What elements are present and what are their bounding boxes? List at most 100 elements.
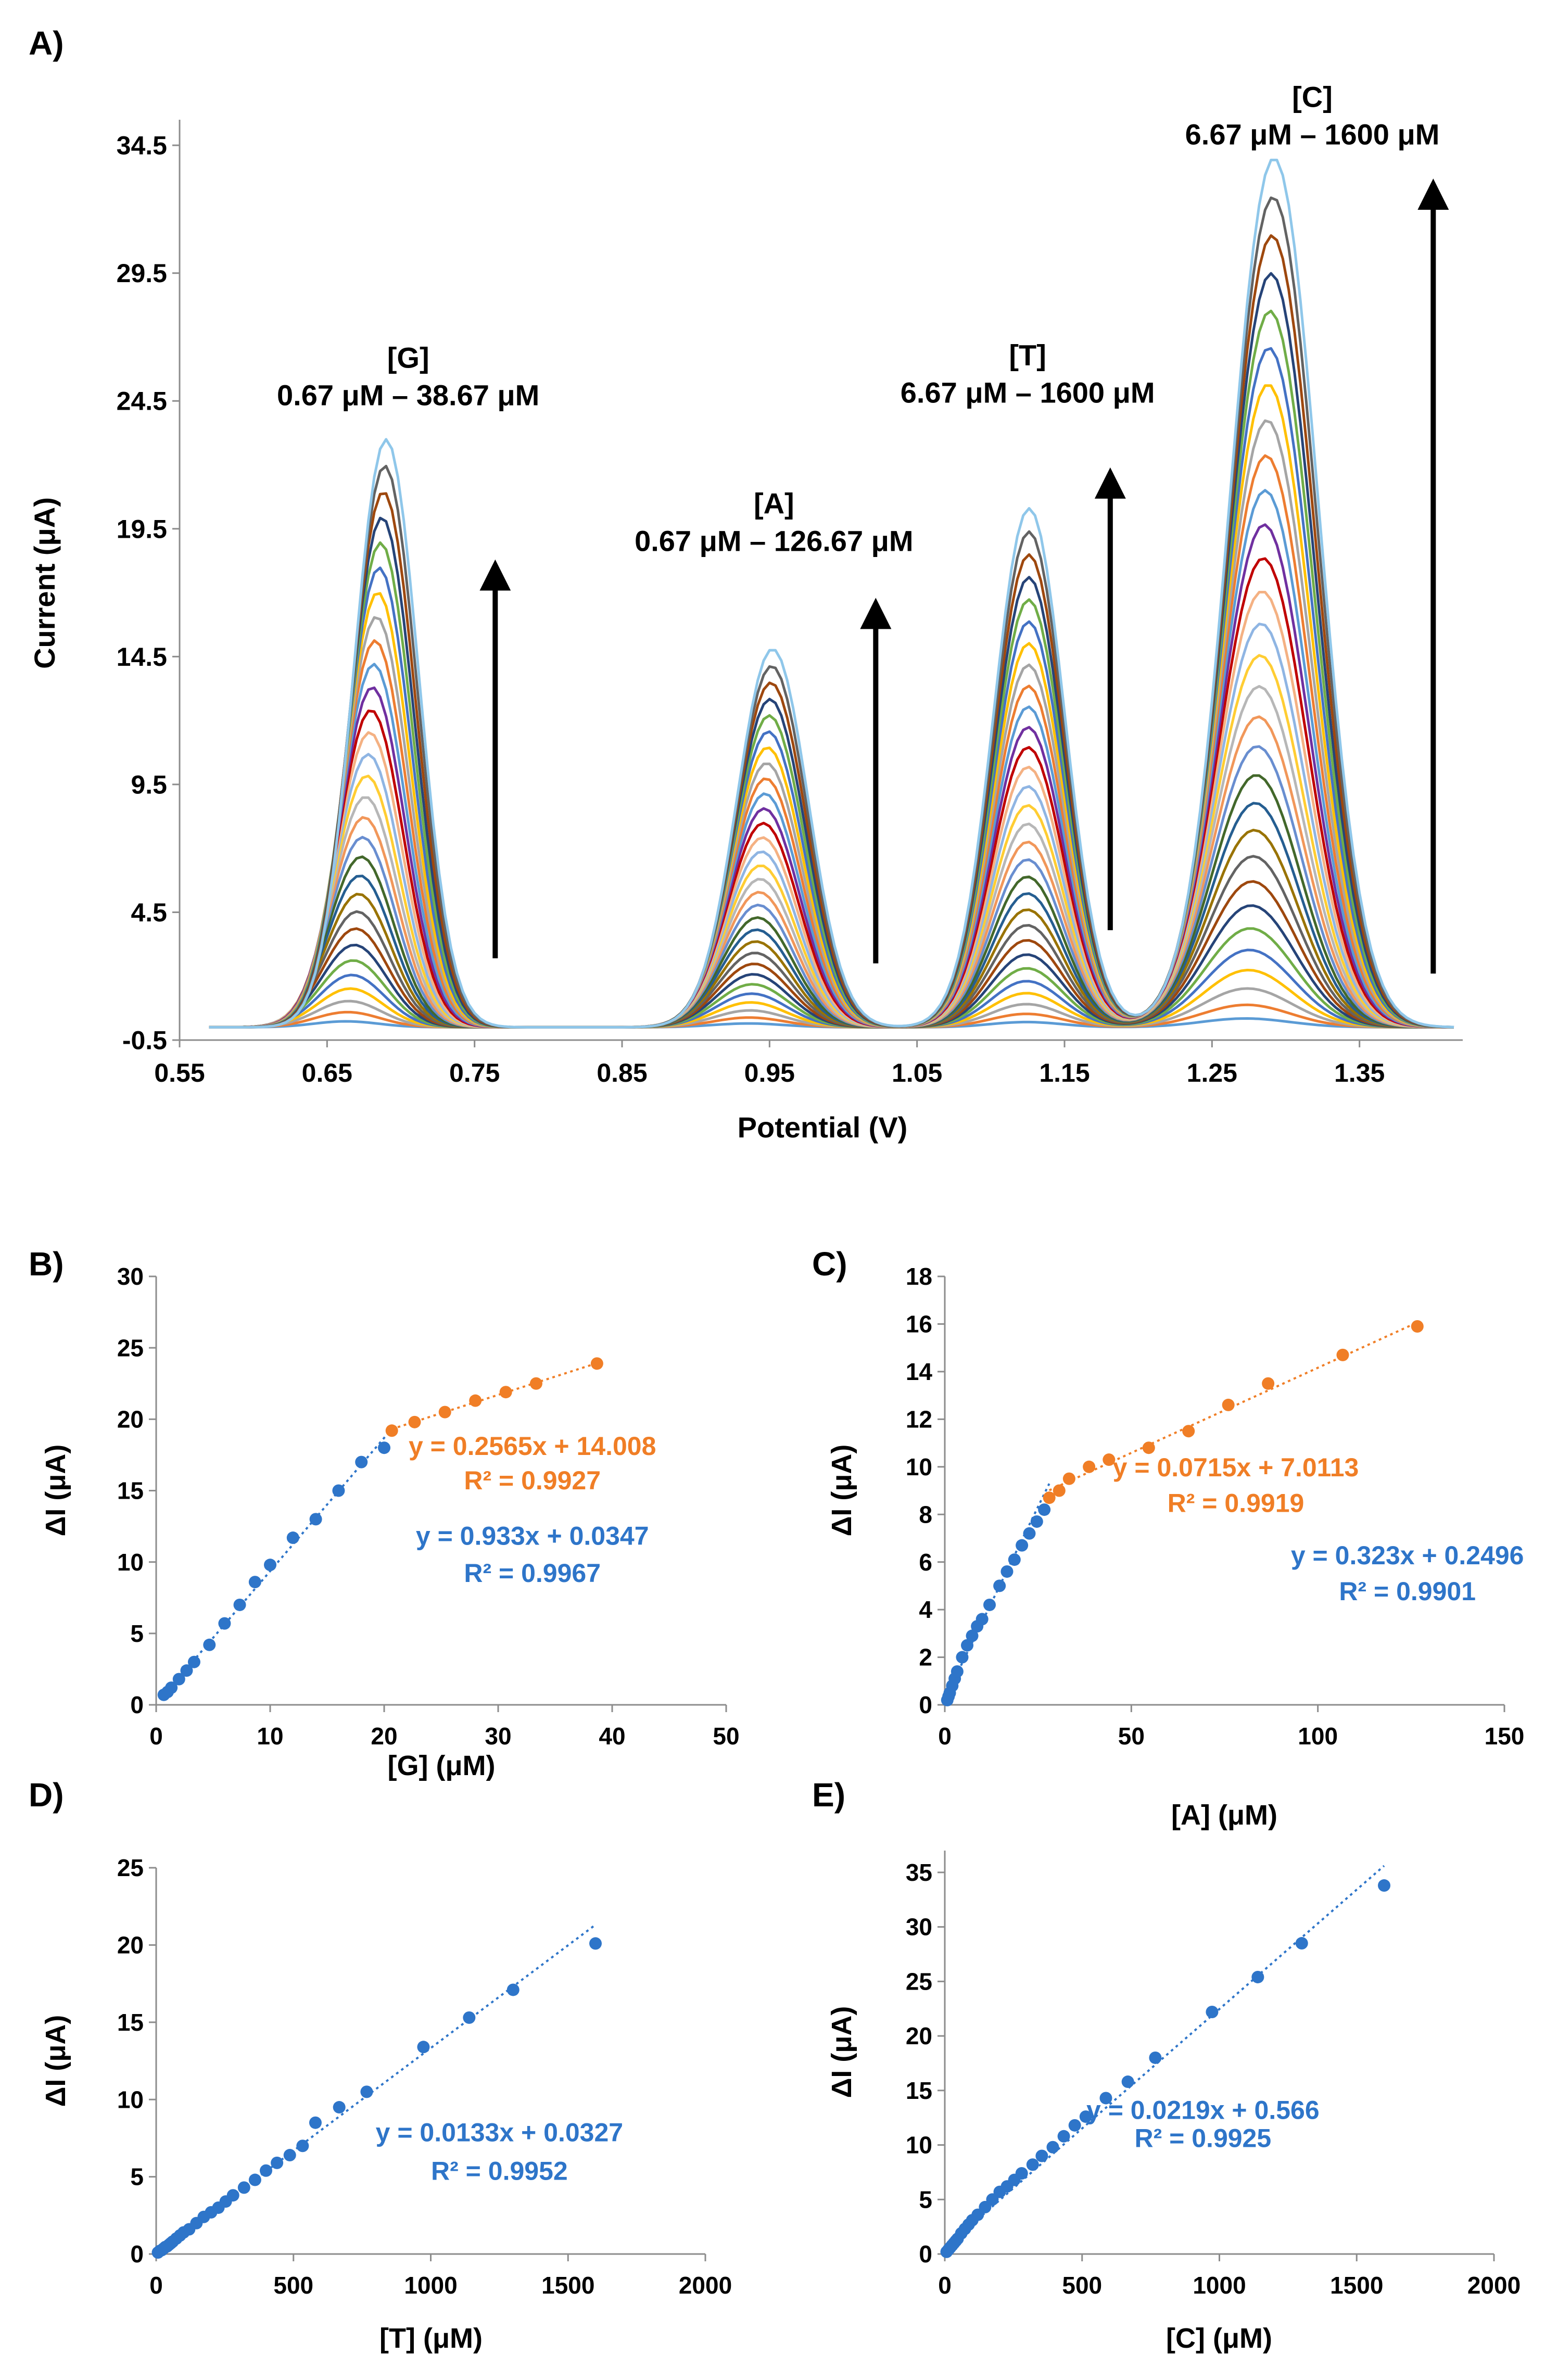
voltammogram-curve xyxy=(209,489,1454,1029)
data-point xyxy=(1000,1565,1014,1578)
data-point xyxy=(309,2116,322,2129)
x-tick-label: 1.25 xyxy=(1187,1058,1237,1087)
voltammogram-curve xyxy=(209,523,1454,1029)
data-point xyxy=(506,1983,520,1996)
data-point xyxy=(976,1613,989,1626)
data-point xyxy=(203,1638,216,1651)
y-tick-label: 20 xyxy=(906,2022,932,2049)
x-tick-label: 0.55 xyxy=(154,1058,205,1087)
data-point xyxy=(469,1394,482,1407)
y-tick-label: 6 xyxy=(919,1549,932,1576)
voltammogram-curve xyxy=(209,557,1454,1029)
y-tick-label: 10 xyxy=(117,2086,144,2113)
peak-annotation-name: [C] xyxy=(1292,80,1333,113)
x-tick-label: 30 xyxy=(485,1723,511,1750)
y-tick-label: 18 xyxy=(906,1263,932,1290)
voltammogram-curve xyxy=(209,802,1454,1029)
data-point xyxy=(589,1937,602,1950)
x-tick-label: 1.15 xyxy=(1039,1058,1090,1087)
data-point xyxy=(296,2140,309,2153)
x-tick-label: 1000 xyxy=(404,2272,457,2299)
y-axis-label: ΔI (μA) xyxy=(40,1445,71,1537)
x-tick-label: 0 xyxy=(938,1723,952,1750)
y-tick-label: 5 xyxy=(919,2186,932,2213)
voltammogram-curve xyxy=(209,309,1454,1029)
data-point xyxy=(355,1455,368,1468)
voltammogram-curve xyxy=(209,384,1454,1029)
panel-e-calibration: 0 5 10 15 20 25 30 35 0 500 1000 1500 2000 [C] (μM) ΔI… xyxy=(812,1776,1521,2354)
trendline xyxy=(163,1426,395,1697)
data-point xyxy=(1099,2092,1112,2105)
y-tick-label: 24.5 xyxy=(117,387,167,416)
voltammogram-curve xyxy=(209,419,1454,1029)
x-tick-label: 500 xyxy=(273,2272,313,2299)
y-tick-label: 16 xyxy=(906,1311,932,1338)
data-point xyxy=(1262,1377,1275,1390)
x-tick-label: 100 xyxy=(1298,1723,1338,1750)
x-axis-label: Potential (V) xyxy=(738,1111,908,1144)
regression-equation: y = 0.0715x + 7.0113 xyxy=(1113,1453,1359,1482)
r-squared-label: R² = 0.9919 xyxy=(1168,1489,1304,1518)
y-tick-label: 35 xyxy=(906,1859,932,1886)
y-tick-label: 19.5 xyxy=(117,514,167,543)
y-tick-label: 34.5 xyxy=(117,131,167,160)
data-point xyxy=(590,1357,603,1370)
voltammogram-curve xyxy=(209,591,1454,1029)
y-axis-label: ΔI (μA) xyxy=(40,2015,71,2107)
series-high xyxy=(385,1357,603,1437)
panel-c-calibration: 0 2 4 6 8 10 12 14 16 18 0 50 100 150 [A] (μM) ΔI (μA) C… xyxy=(812,1245,1524,1831)
y-tick-label: 25 xyxy=(906,1968,932,1995)
trendline xyxy=(391,1362,598,1430)
data-point xyxy=(172,1673,185,1686)
panel-label: D) xyxy=(29,1776,64,1814)
voltammogram-curve xyxy=(209,715,1454,1029)
r-squared-label: R² = 0.9901 xyxy=(1339,1577,1476,1606)
peak-annotation-range: 6.67 μM – 1600 μM xyxy=(1185,118,1440,150)
panel-d-calibration: 0 5 10 15 20 25 0 500 1000 1500 2000 [T] (μM) ΔI (μA… xyxy=(29,1776,732,2354)
y-tick-label: 5 xyxy=(130,1620,144,1647)
voltammogram-curve xyxy=(209,829,1454,1029)
x-axis-label: [T] (μM) xyxy=(379,2323,483,2354)
y-tick-label: 10 xyxy=(117,1549,144,1576)
regression-equation: y = 0.323x + 0.2496 xyxy=(1291,1541,1524,1570)
x-axis-label: [A] (μM) xyxy=(1171,1800,1277,1831)
data-point xyxy=(226,2189,239,2202)
voltammogram-curve xyxy=(209,272,1454,1029)
panel-label: C) xyxy=(812,1245,847,1283)
voltammogram-curve xyxy=(209,234,1454,1029)
y-tick-label: 30 xyxy=(906,1914,932,1941)
data-point xyxy=(1295,1937,1308,1950)
data-point xyxy=(1103,1453,1116,1466)
data-point xyxy=(529,1377,542,1390)
x-axis-label: [G] (μM) xyxy=(388,1750,496,1781)
data-point xyxy=(961,1639,973,1652)
panel-a-voltammograms: -0.5 4.5 9.5 14.5 19.5 24.5 29.5 34.5 0.55 0.65 0.… xyxy=(28,24,1463,1144)
data-point xyxy=(1053,1484,1066,1497)
voltammogram-curve xyxy=(209,685,1454,1029)
r-squared-label: R² = 0.9967 xyxy=(464,1559,601,1588)
data-point xyxy=(286,1531,299,1545)
regression-equation: y = 0.0133x + 0.0327 xyxy=(376,2118,623,2147)
y-tick-label: 30 xyxy=(117,1263,144,1290)
y-tick-label: 12 xyxy=(906,1406,932,1433)
x-tick-label: 0.75 xyxy=(449,1058,500,1087)
y-tick-label: 29.5 xyxy=(117,259,167,288)
peak-annotation-range: 6.67 μM – 1600 μM xyxy=(901,376,1155,409)
data-point xyxy=(1062,1472,1075,1485)
series-low xyxy=(941,1483,1051,1706)
regression-equation: y = 0.2565x + 14.008 xyxy=(409,1432,656,1461)
panel-label: B) xyxy=(29,1245,64,1283)
peak-annotation-range: 0.67 μM – 38.67 μM xyxy=(277,378,539,411)
data-point xyxy=(1043,1491,1056,1504)
y-tick-label: 0 xyxy=(919,2240,932,2268)
series-high xyxy=(1043,1320,1424,1504)
regression-equation: y = 0.933x + 0.0347 xyxy=(416,1522,649,1551)
data-point xyxy=(966,1629,979,1642)
data-point xyxy=(1023,1527,1036,1540)
panel-label: A) xyxy=(29,24,64,62)
data-point xyxy=(1083,1460,1096,1473)
x-tick-label: 10 xyxy=(257,1723,283,1750)
y-tick-label: 9.5 xyxy=(131,770,167,799)
y-tick-label: 5 xyxy=(130,2163,144,2191)
